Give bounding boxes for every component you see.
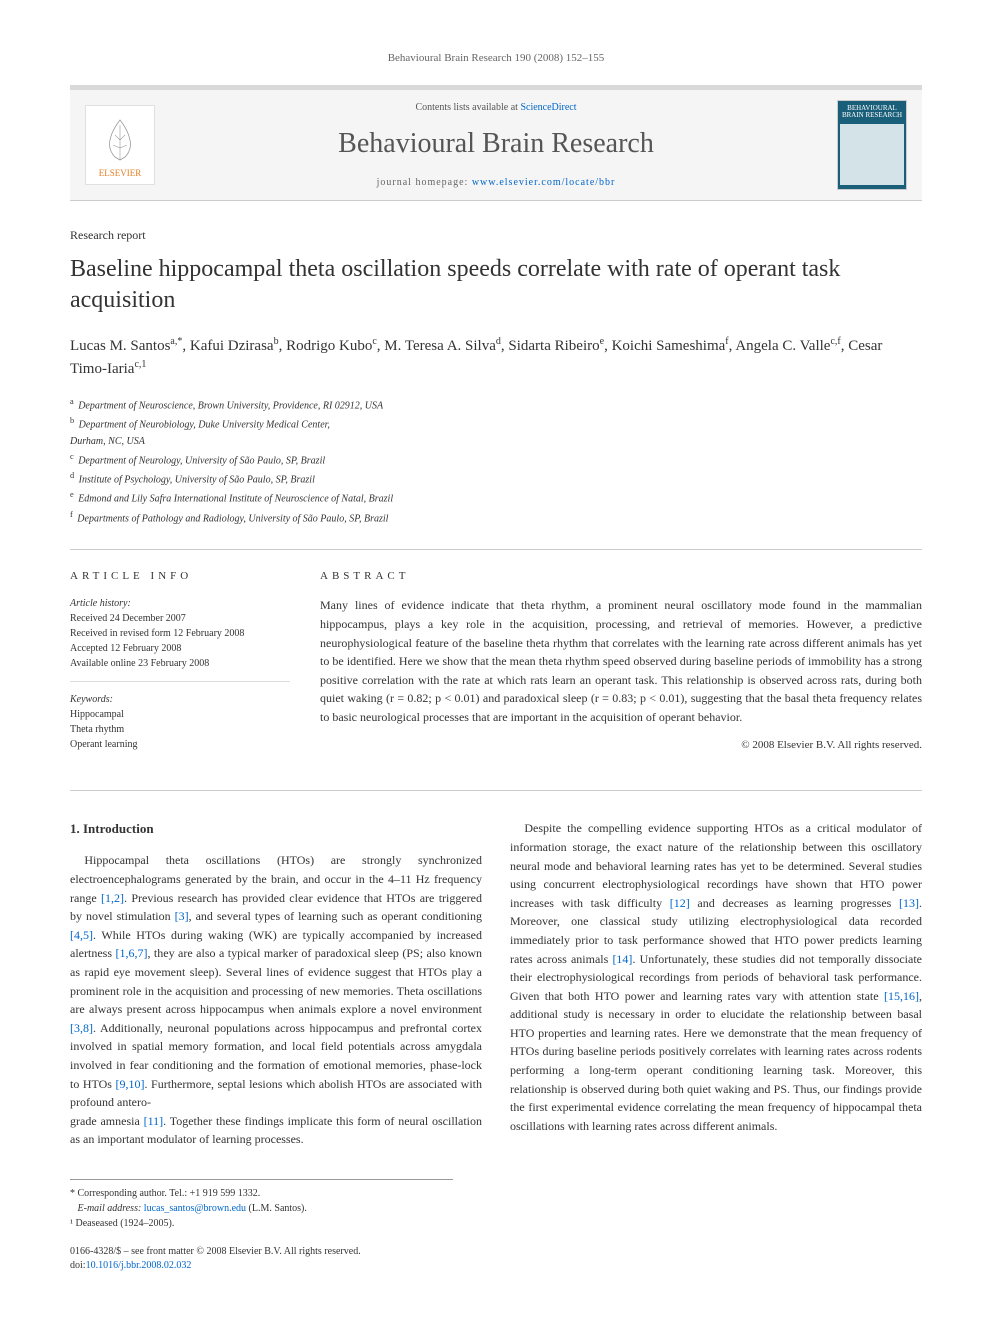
intro-para-1b: grade amnesia [11]. Together these findi… xyxy=(70,1112,482,1149)
doi-link[interactable]: 10.1016/j.bbr.2008.02.032 xyxy=(86,1260,192,1271)
journal-name: Behavioural Brain Research xyxy=(155,123,837,165)
intro-para-1: Hippocampal theta oscillations (HTOs) ar… xyxy=(70,851,482,1111)
doi-line: doi:10.1016/j.bbr.2008.02.032 xyxy=(70,1259,922,1273)
article-info-heading: article info xyxy=(70,568,290,585)
publisher-name: ELSEVIER xyxy=(99,167,142,181)
homepage-link[interactable]: www.elsevier.com/locate/bbr xyxy=(472,177,616,188)
page-footer: 0166-4328/$ – see front matter © 2008 El… xyxy=(70,1245,922,1273)
header-citation: Behavioural Brain Research 190 (2008) 15… xyxy=(70,50,922,67)
section-1-heading: 1. Introduction xyxy=(70,819,482,839)
abstract-copyright: © 2008 Elsevier B.V. All rights reserved… xyxy=(320,737,922,754)
journal-banner: ELSEVIER Contents lists available at Sci… xyxy=(70,85,922,201)
abstract-heading: abstract xyxy=(320,568,922,585)
issn-line: 0166-4328/$ – see front matter © 2008 El… xyxy=(70,1245,922,1259)
journal-cover-thumb: BEHAVIOURAL BRAIN RESEARCH xyxy=(837,100,907,190)
tree-icon xyxy=(100,115,140,165)
journal-homepage: journal homepage: www.elsevier.com/locat… xyxy=(155,175,837,190)
keywords-block: Keywords: HippocampalTheta rhythmOperant… xyxy=(70,692,290,762)
contents-available: Contents lists available at ScienceDirec… xyxy=(155,100,837,115)
sciencedirect-link[interactable]: ScienceDirect xyxy=(520,102,576,113)
email-line: E-mail address: lucas_santos@brown.edu (… xyxy=(70,1201,453,1216)
article-info-sidebar: article info Article history: Received 2… xyxy=(70,568,290,773)
article-history: Article history: Received 24 December 20… xyxy=(70,596,290,682)
abstract-text: Many lines of evidence indicate that the… xyxy=(320,596,922,726)
email-link[interactable]: lucas_santos@brown.edu xyxy=(144,1203,246,1214)
intro-para-2: Despite the compelling evidence supporti… xyxy=(510,819,922,1135)
abstract-column: abstract Many lines of evidence indicate… xyxy=(320,568,922,773)
footnotes: * Corresponding author. Tel.: +1 919 599… xyxy=(70,1179,453,1231)
article-type: Research report xyxy=(70,226,922,244)
author-list: Lucas M. Santosa,*, Kafui Dzirasab, Rodr… xyxy=(70,334,922,381)
body-text: 1. Introduction Hippocampal theta oscill… xyxy=(70,819,922,1149)
elsevier-logo: ELSEVIER xyxy=(85,105,155,185)
article-title: Baseline hippocampal theta oscillation s… xyxy=(70,254,922,316)
affiliations: a Department of Neuroscience, Brown Univ… xyxy=(70,395,922,527)
deceased-note: ¹ Deaseased (1924–2005). xyxy=(70,1216,453,1231)
corresponding-author: * Corresponding author. Tel.: +1 919 599… xyxy=(70,1186,453,1201)
